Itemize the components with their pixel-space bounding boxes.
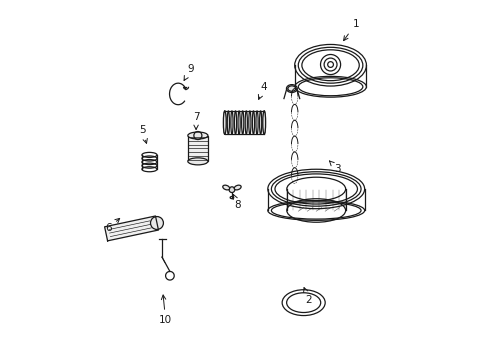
Text: 10: 10: [159, 295, 172, 325]
Text: 3: 3: [329, 161, 340, 174]
Ellipse shape: [223, 185, 229, 190]
Text: 6: 6: [105, 219, 120, 233]
Circle shape: [228, 187, 234, 193]
Ellipse shape: [286, 85, 297, 93]
Text: 9: 9: [183, 64, 194, 80]
Ellipse shape: [150, 217, 163, 229]
Polygon shape: [104, 216, 158, 241]
Text: 4: 4: [258, 82, 267, 99]
Text: 2: 2: [303, 288, 312, 305]
Text: 1: 1: [343, 19, 358, 41]
Ellipse shape: [187, 158, 207, 165]
Ellipse shape: [234, 185, 241, 190]
Text: 8: 8: [233, 194, 241, 210]
Ellipse shape: [262, 111, 265, 134]
Ellipse shape: [223, 111, 226, 134]
Text: 5: 5: [139, 125, 147, 143]
Ellipse shape: [187, 132, 207, 139]
Text: 7: 7: [192, 112, 199, 130]
Bar: [187, 135, 207, 161]
